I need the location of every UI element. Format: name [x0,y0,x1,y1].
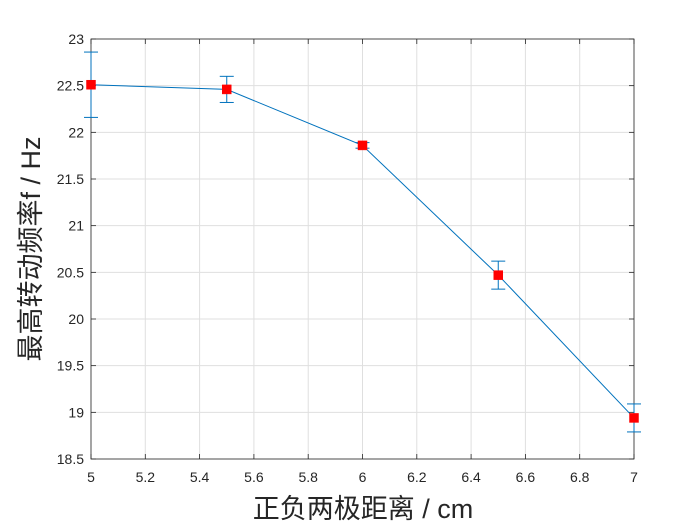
y-tick-labels: 18.5 19 19.5 20 20.5 21 21.5 22 22.5 23 [57,31,84,467]
data-point-marker [86,79,96,90]
x-tick-label: 6.2 [407,469,427,485]
y-tick-label: 19 [68,404,84,420]
y-tick-label: 20.5 [57,264,84,280]
data-point-marker [493,270,503,280]
x-tick-label: 5.8 [298,469,318,485]
x-tick-label: 6.8 [570,469,590,485]
x-tick-label: 6 [359,469,367,485]
x-tick-label: 5 [87,469,95,485]
x-tick-label: 5.2 [136,469,156,485]
data-point-marker [357,140,368,151]
x-tick-label: 7 [630,469,638,485]
x-tick-labels: 5 5.2 5.4 5.6 5.8 6 6.2 6.4 6.6 6.8 7 [87,469,638,485]
y-tick-label: 22.5 [57,78,84,94]
y-tick-label: 20 [68,311,84,327]
y-tick-label: 18.5 [57,451,84,467]
x-axis-label: 正负两极距离 / cm [253,494,474,524]
y-axis-label: 最高转动频率f / Hz [16,136,46,361]
x-tick-label: 6.6 [516,469,536,485]
data-point-marker [222,84,232,95]
ticks [90,38,635,460]
x-tick-label: 6.4 [461,469,481,485]
data-point-marker [629,413,639,423]
y-tick-label: 21 [68,218,84,234]
series [84,51,641,433]
x-tick-label: 5.6 [244,469,264,485]
y-tick-label: 19.5 [57,358,84,374]
x-tick-label: 5.4 [190,469,210,485]
y-tick-label: 21.5 [57,171,84,187]
y-tick-label: 22 [68,124,84,140]
y-tick-label: 23 [68,31,84,47]
